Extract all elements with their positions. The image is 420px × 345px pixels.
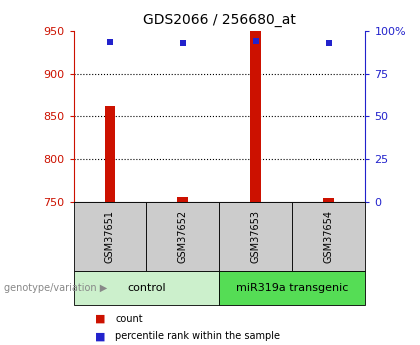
Bar [74, 202, 147, 271]
Bar [105, 106, 116, 202]
Title: GDS2066 / 256680_at: GDS2066 / 256680_at [143, 13, 296, 27]
Bar [323, 198, 334, 202]
Bar [250, 31, 261, 202]
Text: miR319a transgenic: miR319a transgenic [236, 283, 349, 293]
Text: GSM37654: GSM37654 [324, 210, 334, 263]
Text: GSM37653: GSM37653 [251, 210, 261, 263]
Text: ■: ■ [94, 332, 105, 341]
Bar [292, 202, 365, 271]
Bar [220, 271, 365, 305]
Text: ■: ■ [94, 314, 105, 324]
Text: GSM37652: GSM37652 [178, 210, 188, 263]
Text: count: count [116, 314, 143, 324]
Text: genotype/variation ▶: genotype/variation ▶ [4, 283, 108, 293]
Bar [147, 202, 220, 271]
Text: control: control [127, 283, 166, 293]
Bar [74, 271, 220, 305]
Text: percentile rank within the sample: percentile rank within the sample [116, 332, 281, 341]
Bar [178, 197, 189, 202]
Bar [220, 202, 292, 271]
Text: GSM37651: GSM37651 [105, 210, 115, 263]
